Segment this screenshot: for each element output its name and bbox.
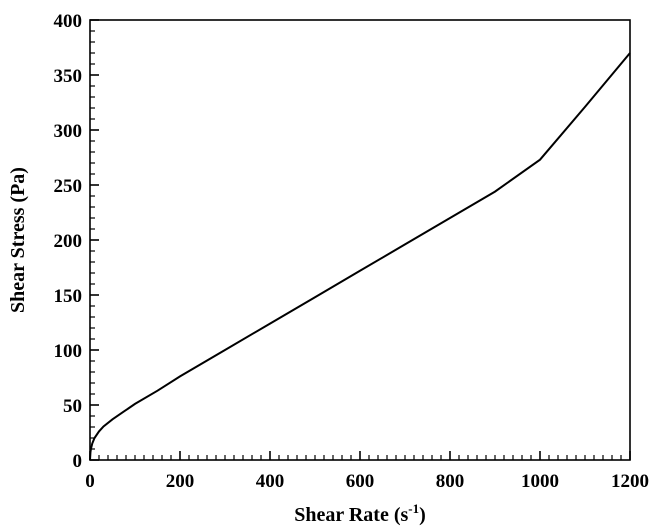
x-axis-title-superscript: -1 bbox=[408, 501, 419, 516]
plot-frame bbox=[89, 19, 631, 461]
x-tick-label: 1200 bbox=[611, 471, 649, 492]
y-tick-label: 0 bbox=[73, 451, 83, 472]
series-line bbox=[89, 52, 631, 461]
y-tick-label: 100 bbox=[54, 341, 83, 362]
x-tick-label: 0 bbox=[85, 471, 95, 492]
y-tick-label: 150 bbox=[54, 286, 83, 307]
x-tick-label: 600 bbox=[346, 471, 375, 492]
x-tick-labels: 0 200 400 600 800 1000 1200 bbox=[85, 471, 649, 492]
x-tick-label: 200 bbox=[166, 471, 195, 492]
x-tick-label: 400 bbox=[256, 471, 285, 492]
minor-ticks bbox=[90, 30, 622, 460]
y-tick-labels: 0 50 100 150 200 250 300 350 400 bbox=[54, 11, 83, 472]
x-axis-title: Shear Rate (s-1) bbox=[294, 501, 426, 526]
y-axis-title: Shear Stress (Pa) bbox=[7, 167, 29, 313]
y-tick-label: 300 bbox=[54, 121, 83, 142]
y-tick-label: 350 bbox=[54, 66, 83, 87]
major-ticks bbox=[89, 19, 631, 461]
y-tick-label: 400 bbox=[54, 11, 83, 32]
y-tick-label: 50 bbox=[63, 396, 82, 417]
x-tick-label: 1000 bbox=[521, 471, 559, 492]
y-tick-label: 250 bbox=[54, 176, 83, 197]
y-tick-label: 200 bbox=[54, 231, 83, 252]
x-tick-label: 800 bbox=[436, 471, 465, 492]
